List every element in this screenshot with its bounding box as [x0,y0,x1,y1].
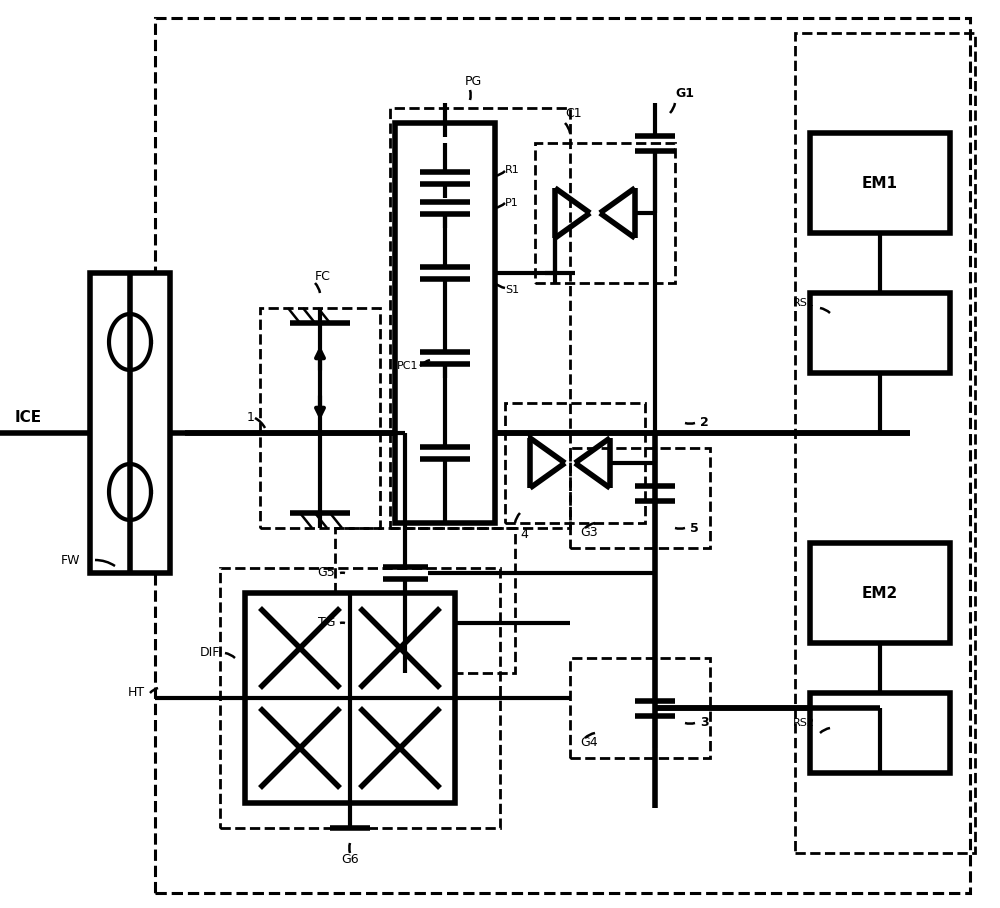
Text: G6: G6 [341,853,359,866]
Text: RS2: RS2 [793,718,815,728]
Text: G4: G4 [580,736,598,749]
Text: FW: FW [60,554,80,567]
Text: G5: G5 [317,567,335,579]
Text: G3: G3 [580,527,598,539]
Text: 1: 1 [247,411,255,425]
Bar [795,33,975,853]
Bar [570,448,710,548]
Bar [535,143,675,283]
Text: G1: G1 [675,87,694,100]
Text: 4: 4 [520,528,528,541]
Bar [390,108,570,528]
Bar [505,403,645,523]
Bar [570,658,710,758]
Text: S1: S1 [505,285,519,295]
Text: 5: 5 [690,521,699,535]
Bar [810,293,950,373]
Bar [810,543,950,643]
Bar [810,693,950,773]
Text: TG: TG [318,617,335,629]
Text: HT: HT [128,686,145,699]
Bar [260,308,380,528]
Bar [220,568,500,828]
Text: 2: 2 [700,417,709,429]
Text: ICE: ICE [15,410,42,425]
Bar [90,273,170,573]
Text: PC1: PC1 [396,361,418,371]
Text: EM2: EM2 [862,586,898,600]
Text: R1: R1 [505,165,520,175]
Text: EM1: EM1 [862,175,898,191]
Text: 3: 3 [700,716,709,729]
Text: P1: P1 [505,198,519,208]
Text: C1: C1 [565,107,582,120]
Text: DIF: DIF [200,646,220,659]
Bar [810,133,950,233]
Bar [335,528,515,673]
Text: RS1: RS1 [793,298,815,308]
Bar [395,123,495,523]
Text: FC: FC [315,270,331,283]
Bar [155,18,970,893]
Text: PG: PG [465,75,482,88]
Bar [245,593,455,803]
